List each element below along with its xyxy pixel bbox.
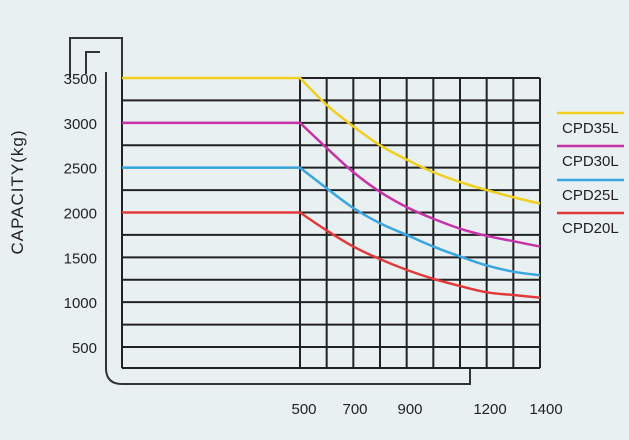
y-tick-label: 1000 [64, 295, 97, 312]
x-tick-label: 500 [291, 401, 316, 418]
fork-outline-path [69, 37, 471, 385]
x-tick-label: 1400 [529, 401, 562, 418]
series-line-cpd20l [122, 211, 541, 299]
chart-legend: CPD35L CPD30L CPD25L CPD20L [557, 111, 624, 237]
legend-label-cpd25l: CPD25L [562, 187, 619, 204]
legend-label-cpd30l: CPD30L [562, 153, 619, 170]
legend-label-cpd35l: CPD35L [562, 120, 619, 137]
y-tick-label: 3000 [64, 116, 97, 133]
chart-grid [121, 77, 541, 369]
series-line-cpd25l [122, 166, 541, 277]
y-tick-labels: 500 1000 1500 2000 2500 3000 3500 [64, 71, 97, 357]
series-line-cpd35l [122, 76, 541, 205]
x-tick-labels: 500 700 900 1200 1400 [291, 401, 562, 418]
y-tick-label: 3500 [64, 71, 97, 88]
y-axis-label: CAPACITY(kg) [8, 129, 27, 254]
x-tick-label: 1200 [473, 401, 506, 418]
x-tick-label: 900 [397, 401, 422, 418]
y-tick-label: 2500 [64, 161, 97, 178]
series-line-cpd30l [122, 121, 541, 248]
y-tick-label: 1500 [64, 250, 97, 267]
forklift-outline [69, 37, 471, 385]
x-tick-label: 700 [342, 401, 367, 418]
chart-series [122, 76, 541, 299]
legend-label-cpd20l: CPD20L [562, 220, 619, 237]
y-tick-label: 2000 [64, 206, 97, 223]
y-tick-label: 500 [72, 340, 97, 357]
